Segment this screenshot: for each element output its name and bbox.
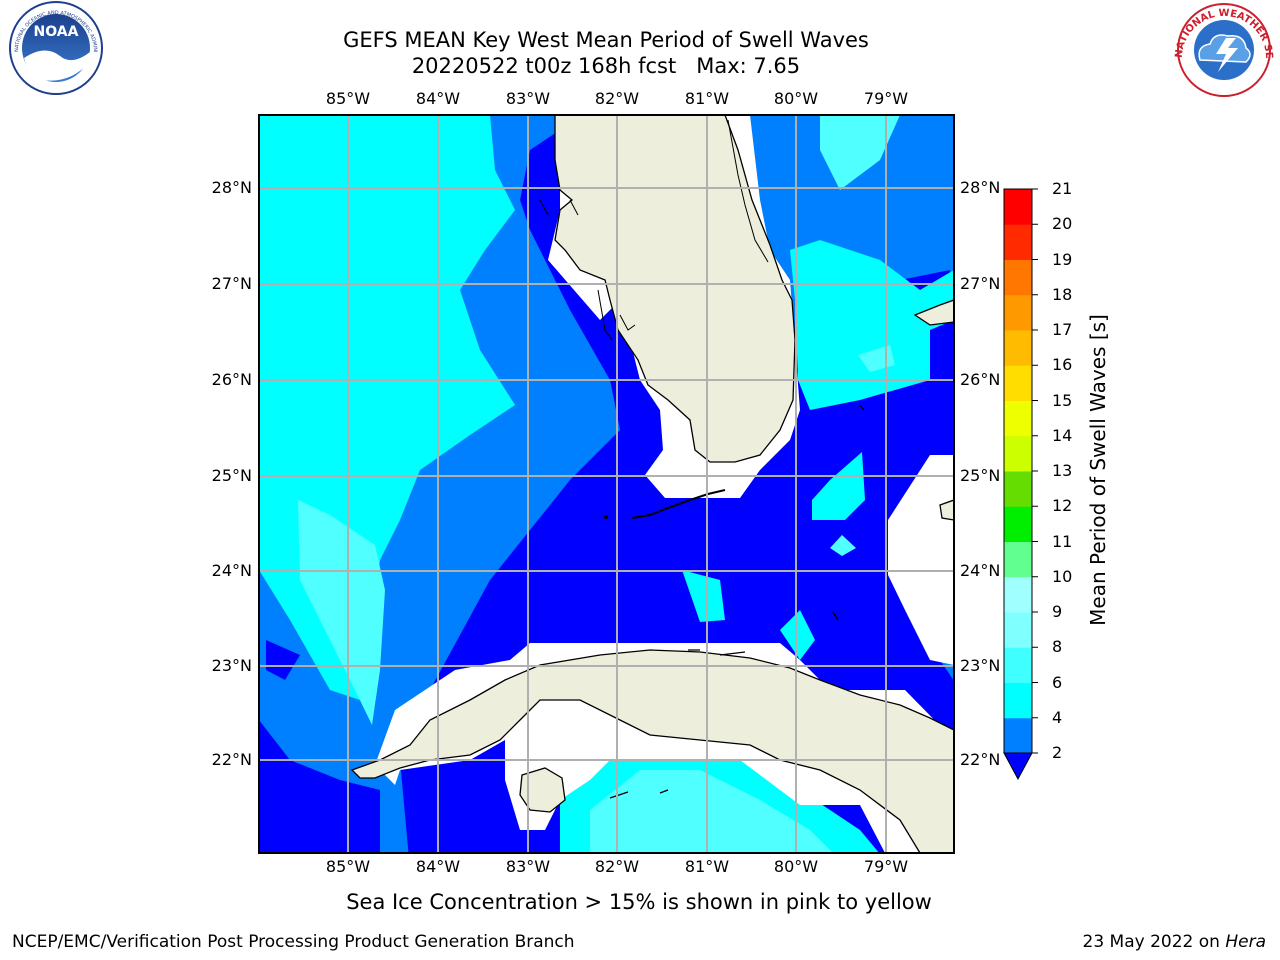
lon-label-top: 84°W: [415, 89, 461, 108]
colorbar-tick-label: 21: [1052, 179, 1073, 198]
colorbar-tick-label: 19: [1052, 249, 1073, 269]
colorbar-tick-label: 9: [1052, 602, 1063, 621]
sea-ice-note: Sea Ice Concentration > 15% is shown in …: [346, 890, 932, 914]
lat-label-left: 22°N: [211, 750, 252, 769]
svg-text:NATIONAL WEATHER SERVICE: NATIONAL WEATHER SERVICE: [0, 0, 1274, 59]
footer-date-text: 23 May 2022 on: [1082, 932, 1226, 952]
contour-4-6s-bahamas: [812, 452, 865, 520]
contour-4-6s-atlantic: [750, 115, 954, 410]
land-florida-coast-detail: [539, 119, 769, 341]
colorbar-segment: [1004, 612, 1032, 648]
colorbar-tick-label: 10: [1052, 566, 1073, 586]
contour-6-8s-atlantic: [820, 115, 900, 190]
contour-4-6s-spot2: [780, 610, 815, 660]
lon-label-top: 83°W: [505, 89, 551, 108]
land-florida: [554, 115, 796, 463]
colorbar-segment: [1004, 435, 1032, 472]
colorbar-segment: [1004, 506, 1032, 542]
colorbar-tick-label: 12: [1052, 496, 1073, 516]
nws-logo: NATIONAL WEATHER SERVICE: [0, 0, 1274, 97]
lat-label-right: 27°N: [960, 274, 1001, 293]
lat-label-left: 26°N: [211, 370, 252, 389]
lat-label-left: 27°N: [211, 274, 252, 293]
colorbar-segment: [1004, 224, 1032, 260]
lon-label-bottom: 79°W: [863, 857, 909, 876]
map-frame: [258, 114, 955, 854]
lat-label-left: 24°N: [211, 561, 252, 580]
map-subtitle-forecast: 20220522 t00z 168h fcst Max: 7.65: [411, 54, 801, 78]
colorbar: [1003, 188, 1038, 781]
contour-6-8s-spot2: [830, 535, 856, 556]
land-florida-keys: [631, 489, 726, 519]
lon-label-bottom: 84°W: [415, 857, 461, 876]
contour-4-6s-spot: [682, 570, 725, 622]
colorbar-segment: [1004, 365, 1032, 401]
map-title: GEFS MEAN Key West Mean Period of Swell …: [343, 28, 869, 52]
lat-label-right: 28°N: [960, 178, 1001, 197]
svg-text:NOAA: NOAA: [34, 24, 79, 40]
footer-credit: NCEP/EMC/Verification Post Processing Pr…: [12, 932, 575, 952]
footer-date: 23 May 2022 on Hera: [1083, 932, 1267, 952]
lon-label-bottom: 80°W: [773, 857, 819, 876]
colorbar-segment: [1004, 576, 1032, 613]
lon-label-bottom: 85°W: [325, 857, 371, 876]
colorbar-tick-label: 4: [1052, 707, 1063, 727]
colorbar-tick-label: 11: [1052, 531, 1073, 551]
lon-label-bottom: 83°W: [505, 857, 551, 876]
contour-6-8s-south: [590, 770, 833, 853]
colorbar-segment: [1004, 717, 1032, 754]
lat-label-right: 26°N: [960, 370, 1001, 389]
colorbar-segment: [1004, 471, 1032, 507]
colorbar-tick-label: 2: [1052, 743, 1063, 762]
graticule: [259, 115, 954, 853]
land-islets: [609, 404, 865, 799]
colorbar-tick-label: 16: [1052, 355, 1073, 375]
colorbar-tick-label: 17: [1052, 320, 1073, 339]
colorbar-segment: [1004, 541, 1032, 578]
lon-label-top: 81°W: [684, 89, 730, 108]
land-bahamas-andros: [939, 499, 954, 521]
contour-0-2s-west: [259, 720, 380, 853]
land-isla-juventud: [519, 767, 566, 813]
colorbar-tick-label: 18: [1052, 284, 1073, 304]
contour-0-2s-west2: [266, 640, 300, 680]
lat-label-right: 24°N: [960, 561, 1001, 580]
colorbar-segment: [1004, 294, 1032, 331]
contour-6-8s-gulf: [298, 500, 385, 725]
swell-period-map: [259, 115, 954, 853]
colorbar-extend-arrow: [1003, 752, 1033, 781]
lat-label-right: 23°N: [960, 656, 1001, 675]
lon-label-top: 82°W: [594, 89, 640, 108]
mask-bahamas: [888, 455, 954, 665]
colorbar-tick-label: 13: [1052, 461, 1073, 480]
colorbar-tick-label: 15: [1052, 390, 1073, 410]
colorbar-segment: [1004, 259, 1032, 296]
lat-label-left: 28°N: [211, 178, 252, 197]
lon-label-top: 80°W: [773, 89, 819, 108]
colorbar-segment: [1004, 647, 1032, 683]
colorbar-segment: [1004, 682, 1032, 719]
lon-label-bottom: 82°W: [594, 857, 640, 876]
lat-label-left: 25°N: [211, 466, 252, 485]
colorbar-label: Mean Period of Swell Waves [s]: [1086, 314, 1110, 626]
lat-label-left: 23°N: [211, 656, 252, 675]
colorbar-segment: [1004, 330, 1032, 366]
lon-label-bottom: 81°W: [684, 857, 730, 876]
lat-label-right: 25°N: [960, 466, 1001, 485]
noaa-logo: NOAA NATIONAL OCEANIC AND ATMOSPHERIC AD…: [0, 0, 103, 95]
land-bahamas: [913, 299, 954, 326]
lon-label-top: 85°W: [325, 89, 371, 108]
lon-label-top: 79°W: [863, 89, 909, 108]
lat-label-right: 22°N: [960, 750, 1001, 769]
footer-host: Hera: [1225, 932, 1266, 952]
colorbar-tick-label: 6: [1052, 672, 1063, 692]
colorbar-segment: [1004, 400, 1032, 437]
colorbar-segment: [1004, 189, 1032, 225]
colorbar-tick-label: 20: [1052, 214, 1073, 234]
colorbar-tick-label: 14: [1052, 425, 1073, 445]
colorbar-tick-label: 8: [1052, 637, 1063, 657]
